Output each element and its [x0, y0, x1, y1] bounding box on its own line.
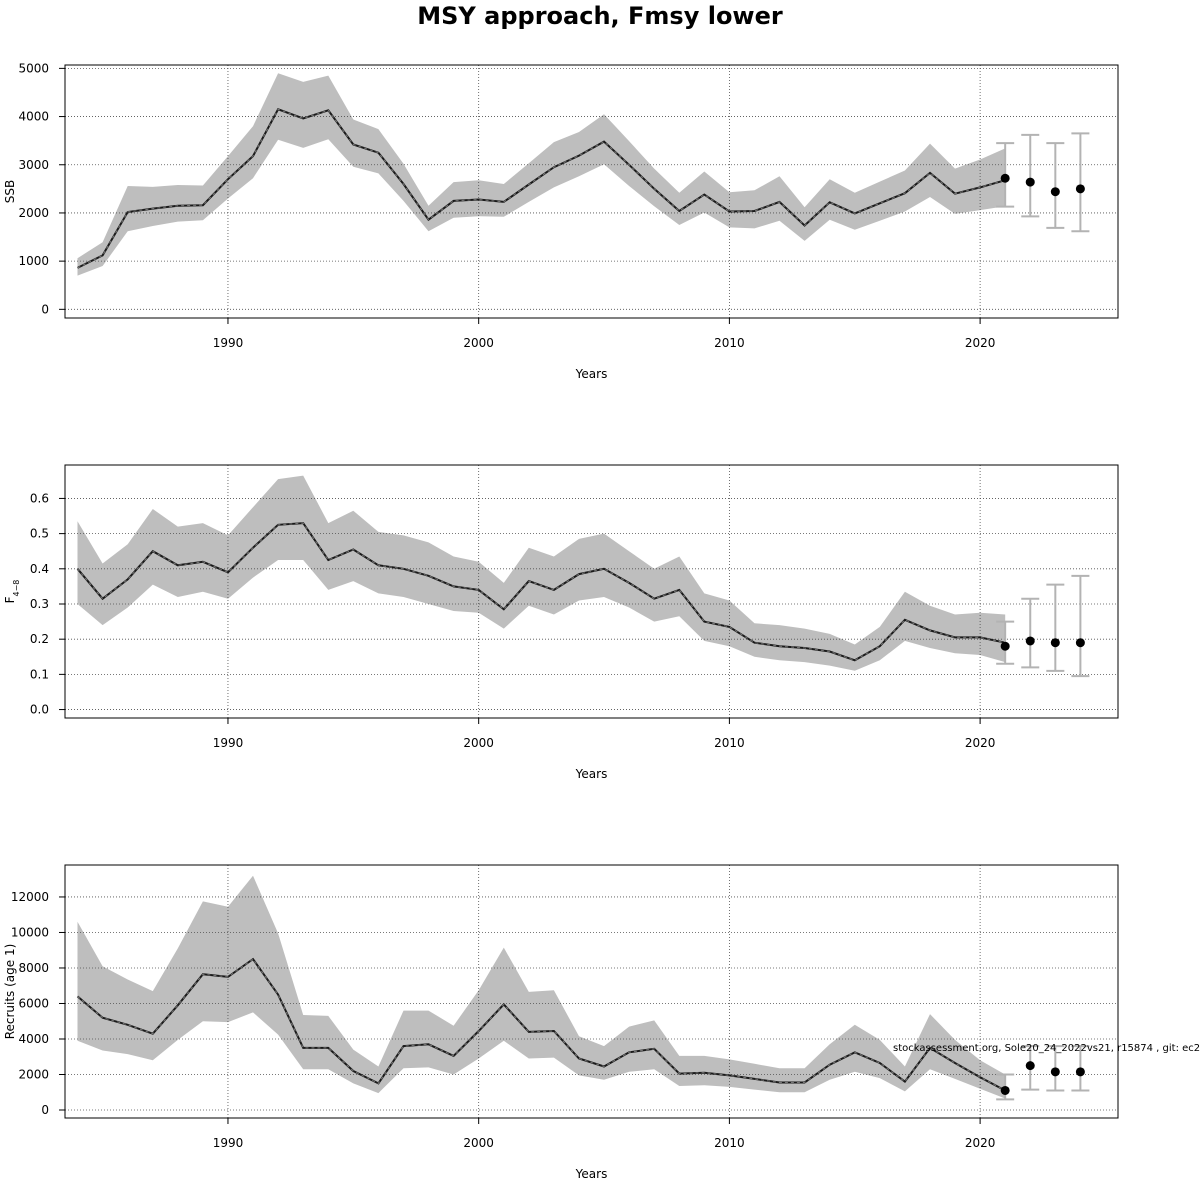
projection-point	[1050, 638, 1060, 648]
x-tick-label: 1990	[213, 736, 244, 750]
x-tick-label: 2000	[463, 1136, 494, 1150]
estimate-line-dashed	[77, 958, 1006, 1091]
projection-point	[1025, 636, 1035, 646]
x-tick-label: 1990	[213, 336, 244, 350]
chart-title: MSY approach, Fmsy lower	[417, 2, 783, 30]
x-axis-label: Years	[575, 367, 608, 381]
x-tick-label: 2000	[463, 736, 494, 750]
x-axis-label: Years	[575, 1167, 608, 1181]
footnote: stockassessment.org, Sole20_24_2022vs21,…	[893, 1043, 1200, 1054]
y-tick-label: 2000	[18, 206, 49, 220]
plot-frame	[64, 64, 1119, 319]
panel-fishing-mortality: 1990 2000 2010 2020 0.0 0.1 0.2 0.3 0.4 0.5 0.6 Yea…	[3, 464, 1119, 781]
x-tick-label: 2000	[463, 336, 494, 350]
y-tick-label: 2000	[18, 1068, 49, 1082]
projection-point	[1025, 177, 1035, 187]
y-axis-label-subscript: 4−8	[12, 580, 21, 597]
panel-ssb: 1990 2000 2010 2020 0 1000 2000 3000 4000 5000 Yea…	[3, 61, 1119, 381]
x-tick-label: 2010	[714, 1136, 745, 1150]
y-tick-label: 8000	[18, 961, 49, 975]
y-tick-label: 1000	[18, 254, 49, 268]
x-tick-label: 2010	[714, 336, 745, 350]
projection-point	[1050, 1067, 1060, 1077]
x-tick-label: 2020	[965, 736, 996, 750]
y-tick-label: 12000	[11, 890, 49, 904]
y-tick-label: 0	[41, 302, 49, 316]
projection-point	[1075, 1067, 1085, 1077]
y-tick-label: 5000	[18, 61, 49, 75]
y-tick-label: 0.4	[30, 562, 49, 576]
y-tick-label: 0.6	[30, 491, 49, 505]
projection-point	[1075, 184, 1085, 194]
y-tick-label: 0.0	[30, 703, 49, 717]
y-tick-label: 0	[41, 1103, 49, 1117]
x-tick-label: 2010	[714, 736, 745, 750]
projection-point	[1050, 187, 1060, 197]
y-tick-label: 0.3	[30, 597, 49, 611]
x-tick-label: 1990	[213, 1136, 244, 1150]
y-tick-label: 0.2	[30, 632, 49, 646]
y-tick-label: 4000	[18, 110, 49, 124]
estimate-line	[77, 108, 1006, 269]
panel-recruits: 1990 2000 2010 2020 0 2000 4000 6000 8000 10000 12…	[3, 864, 1119, 1181]
y-tick-label: 0.5	[30, 527, 49, 541]
plot-frame	[64, 864, 1119, 1119]
confidence-band	[77, 73, 1006, 276]
x-tick-label: 2020	[965, 1136, 996, 1150]
confidence-band	[77, 875, 1006, 1099]
y-tick-label: 6000	[18, 996, 49, 1010]
plot-frame	[64, 464, 1119, 719]
x-tick-label: 2020	[965, 336, 996, 350]
projection-point	[1000, 641, 1010, 651]
estimate-line-dashed	[77, 522, 1006, 661]
y-axis-label: Recruits (age 1)	[3, 944, 17, 1040]
projection-point	[1000, 173, 1010, 183]
y-tick-label: 4000	[18, 1032, 49, 1046]
projection-point	[1025, 1061, 1035, 1071]
y-axis-label: F4−8	[3, 580, 21, 604]
confidence-band	[77, 475, 1006, 671]
y-tick-label: 10000	[11, 925, 49, 939]
y-tick-label: 0.1	[30, 667, 49, 681]
y-axis-label: SSB	[3, 180, 17, 203]
y-tick-label: 3000	[18, 158, 49, 172]
projection-point	[1075, 638, 1085, 648]
x-axis-label: Years	[575, 767, 608, 781]
projection-point	[1000, 1085, 1010, 1095]
